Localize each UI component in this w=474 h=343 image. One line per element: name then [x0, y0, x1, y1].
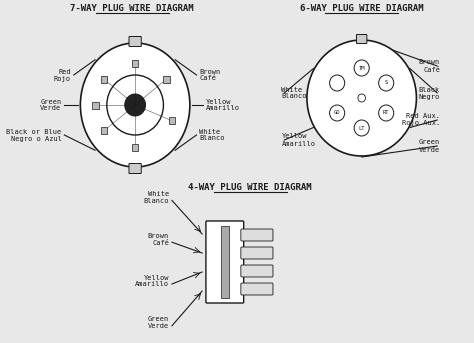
Circle shape	[107, 75, 164, 135]
Circle shape	[307, 40, 417, 156]
Circle shape	[329, 105, 345, 121]
Text: Brown
Café: Brown Café	[419, 59, 440, 72]
Text: S: S	[384, 81, 388, 85]
FancyBboxPatch shape	[241, 283, 273, 295]
Text: Green
Verde: Green Verde	[148, 316, 169, 329]
FancyBboxPatch shape	[241, 247, 273, 259]
Text: White
Blanco: White Blanco	[144, 191, 169, 204]
Bar	[132, 59, 138, 67]
FancyBboxPatch shape	[206, 221, 244, 303]
Text: 6-WAY PLUG WIRE DIAGRAM: 6-WAY PLUG WIRE DIAGRAM	[300, 4, 423, 13]
Text: White
Blanco: White Blanco	[199, 129, 225, 142]
Bar	[100, 127, 107, 134]
Text: GD: GD	[334, 110, 340, 116]
Text: 7-WAY PLUG WIRE DIAGRAM: 7-WAY PLUG WIRE DIAGRAM	[71, 4, 194, 13]
Circle shape	[125, 94, 146, 116]
Text: Red
Rojo: Red Rojo	[54, 69, 71, 82]
Circle shape	[329, 75, 345, 91]
Circle shape	[354, 120, 369, 136]
Bar	[169, 117, 175, 124]
Text: Brown
Café: Brown Café	[148, 233, 169, 246]
Text: RT: RT	[383, 110, 390, 116]
Bar	[100, 76, 107, 83]
Text: Green
Verde: Green Verde	[40, 98, 62, 111]
Circle shape	[354, 60, 369, 76]
Text: Yellow
Amarillo: Yellow Amarillo	[282, 133, 315, 146]
Circle shape	[358, 94, 365, 102]
FancyBboxPatch shape	[129, 164, 141, 174]
Text: Red Aux.
Rojo Aux.: Red Aux. Rojo Aux.	[402, 114, 440, 127]
Text: 4-WAY PLUG WIRE DIAGRAM: 4-WAY PLUG WIRE DIAGRAM	[189, 183, 312, 192]
FancyBboxPatch shape	[356, 35, 367, 44]
FancyBboxPatch shape	[241, 229, 273, 241]
Bar	[132, 143, 138, 151]
Circle shape	[379, 75, 394, 91]
Text: Brown
Café: Brown Café	[199, 69, 220, 82]
FancyBboxPatch shape	[129, 36, 141, 47]
Text: LT: LT	[358, 126, 365, 130]
Circle shape	[379, 105, 394, 121]
Text: Green
Verde: Green Verde	[419, 140, 440, 153]
Ellipse shape	[81, 43, 190, 167]
Text: Black or Blue
Negro o Azul: Black or Blue Negro o Azul	[6, 129, 62, 142]
Bar	[221, 226, 228, 298]
Text: Yellow
Amarillo: Yellow Amarillo	[135, 274, 169, 287]
Bar	[92, 102, 99, 108]
Text: Yellow
Amarillo: Yellow Amarillo	[206, 98, 240, 111]
Text: White
Blanco: White Blanco	[282, 86, 307, 99]
Text: Black
Negro: Black Negro	[419, 86, 440, 99]
FancyBboxPatch shape	[241, 265, 273, 277]
Bar	[163, 76, 170, 83]
Text: TM: TM	[358, 66, 365, 71]
